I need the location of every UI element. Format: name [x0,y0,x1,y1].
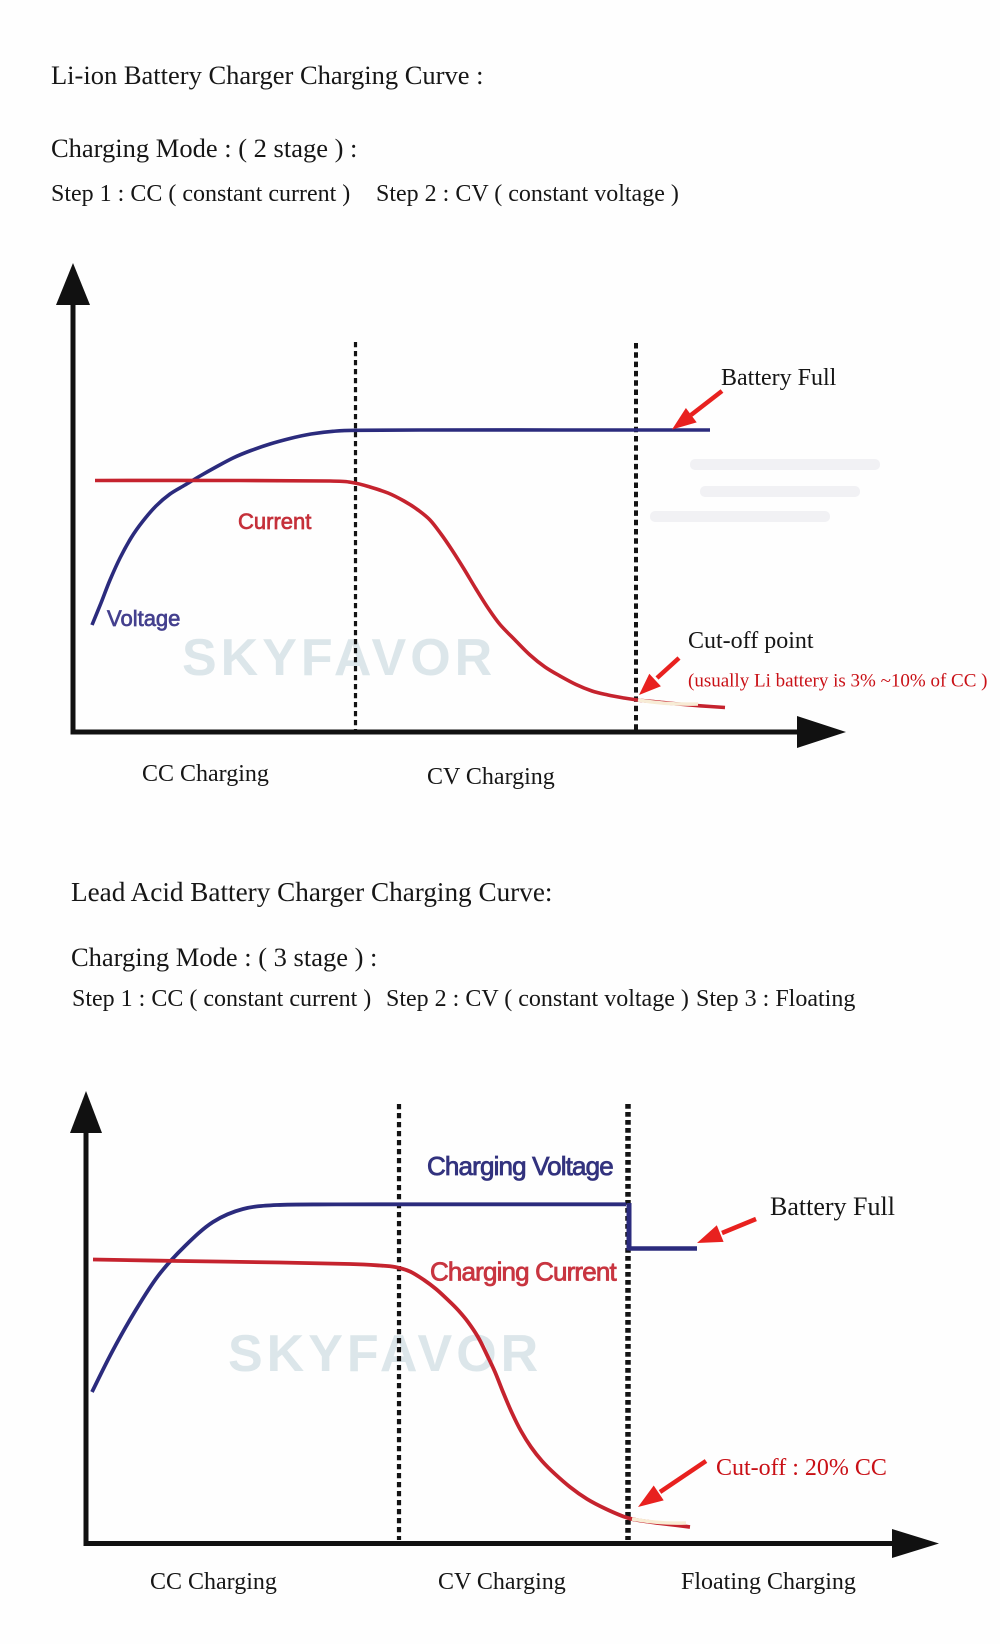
svg-text:Lead Acid Battery Charger Char: Lead Acid Battery Charger Charging Curve… [71,877,552,907]
svg-text:Cut-off point: Cut-off point [688,628,814,654]
svg-text:CC Charging: CC Charging [142,761,269,787]
svg-text:SKYFAVOR: SKYFAVOR [182,629,496,687]
svg-text:Charging Current: Charging Current [430,1257,617,1287]
svg-text:Step 1 : CC ( constant current: Step 1 : CC ( constant current ) [51,181,350,207]
svg-text:Cut-off : 20% CC: Cut-off : 20% CC [716,1455,887,1481]
svg-text:CV Charging: CV Charging [438,1569,566,1595]
svg-text:Step 1 : CC ( constant current: Step 1 : CC ( constant current ) [72,986,371,1012]
svg-text:Charging Voltage: Charging Voltage [427,1151,613,1181]
svg-text:Current: Current [238,509,311,534]
svg-text:CV Charging: CV Charging [427,764,555,790]
svg-text:Step 3 : Floating: Step 3 : Floating [696,986,855,1012]
svg-text:Step 2 : CV ( constant voltage: Step 2 : CV ( constant voltage ) [376,181,679,207]
svg-text:Charging Mode : ( 3 stage ) :: Charging Mode : ( 3 stage ) : [71,942,377,972]
svg-text:Battery Full: Battery Full [721,365,837,391]
svg-text:Step 2 : CV ( constant voltage: Step 2 : CV ( constant voltage ) [386,986,689,1012]
svg-text:Battery Full: Battery Full [770,1192,895,1221]
svg-text:Voltage: Voltage [107,606,180,631]
svg-text:(usually Li battery is 3% ~10%: (usually Li battery is 3% ~10% of CC ) [688,671,987,692]
svg-text:Li-ion Battery Charger Chargin: Li-ion Battery Charger Charging Curve : [51,60,484,90]
svg-text:CC Charging: CC Charging [150,1569,277,1595]
svg-text:Charging Mode : ( 2 stage ) :: Charging Mode : ( 2 stage ) : [51,133,357,163]
svg-text:Floating Charging: Floating Charging [681,1569,856,1595]
